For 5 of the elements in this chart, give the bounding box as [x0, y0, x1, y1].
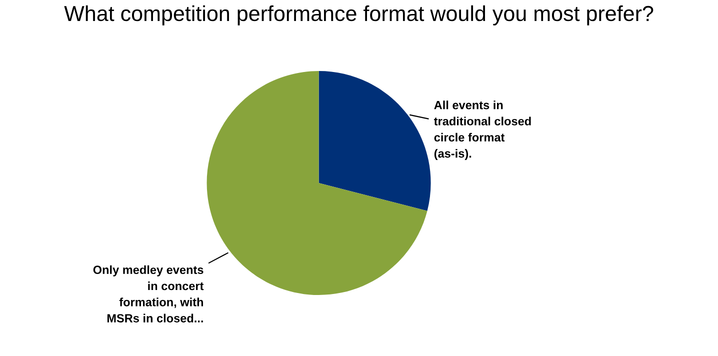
- chart-title: What competition performance format would you most prefer?: [64, 5, 654, 26]
- slice-label: All events in traditional closed circle format (as-is).: [434, 100, 531, 160]
- pie-slice: [206, 70, 428, 295]
- slice-label: Only medley events in concert formation, with MSRs in closed...: [93, 265, 204, 322]
- pie-slice: [318, 70, 431, 211]
